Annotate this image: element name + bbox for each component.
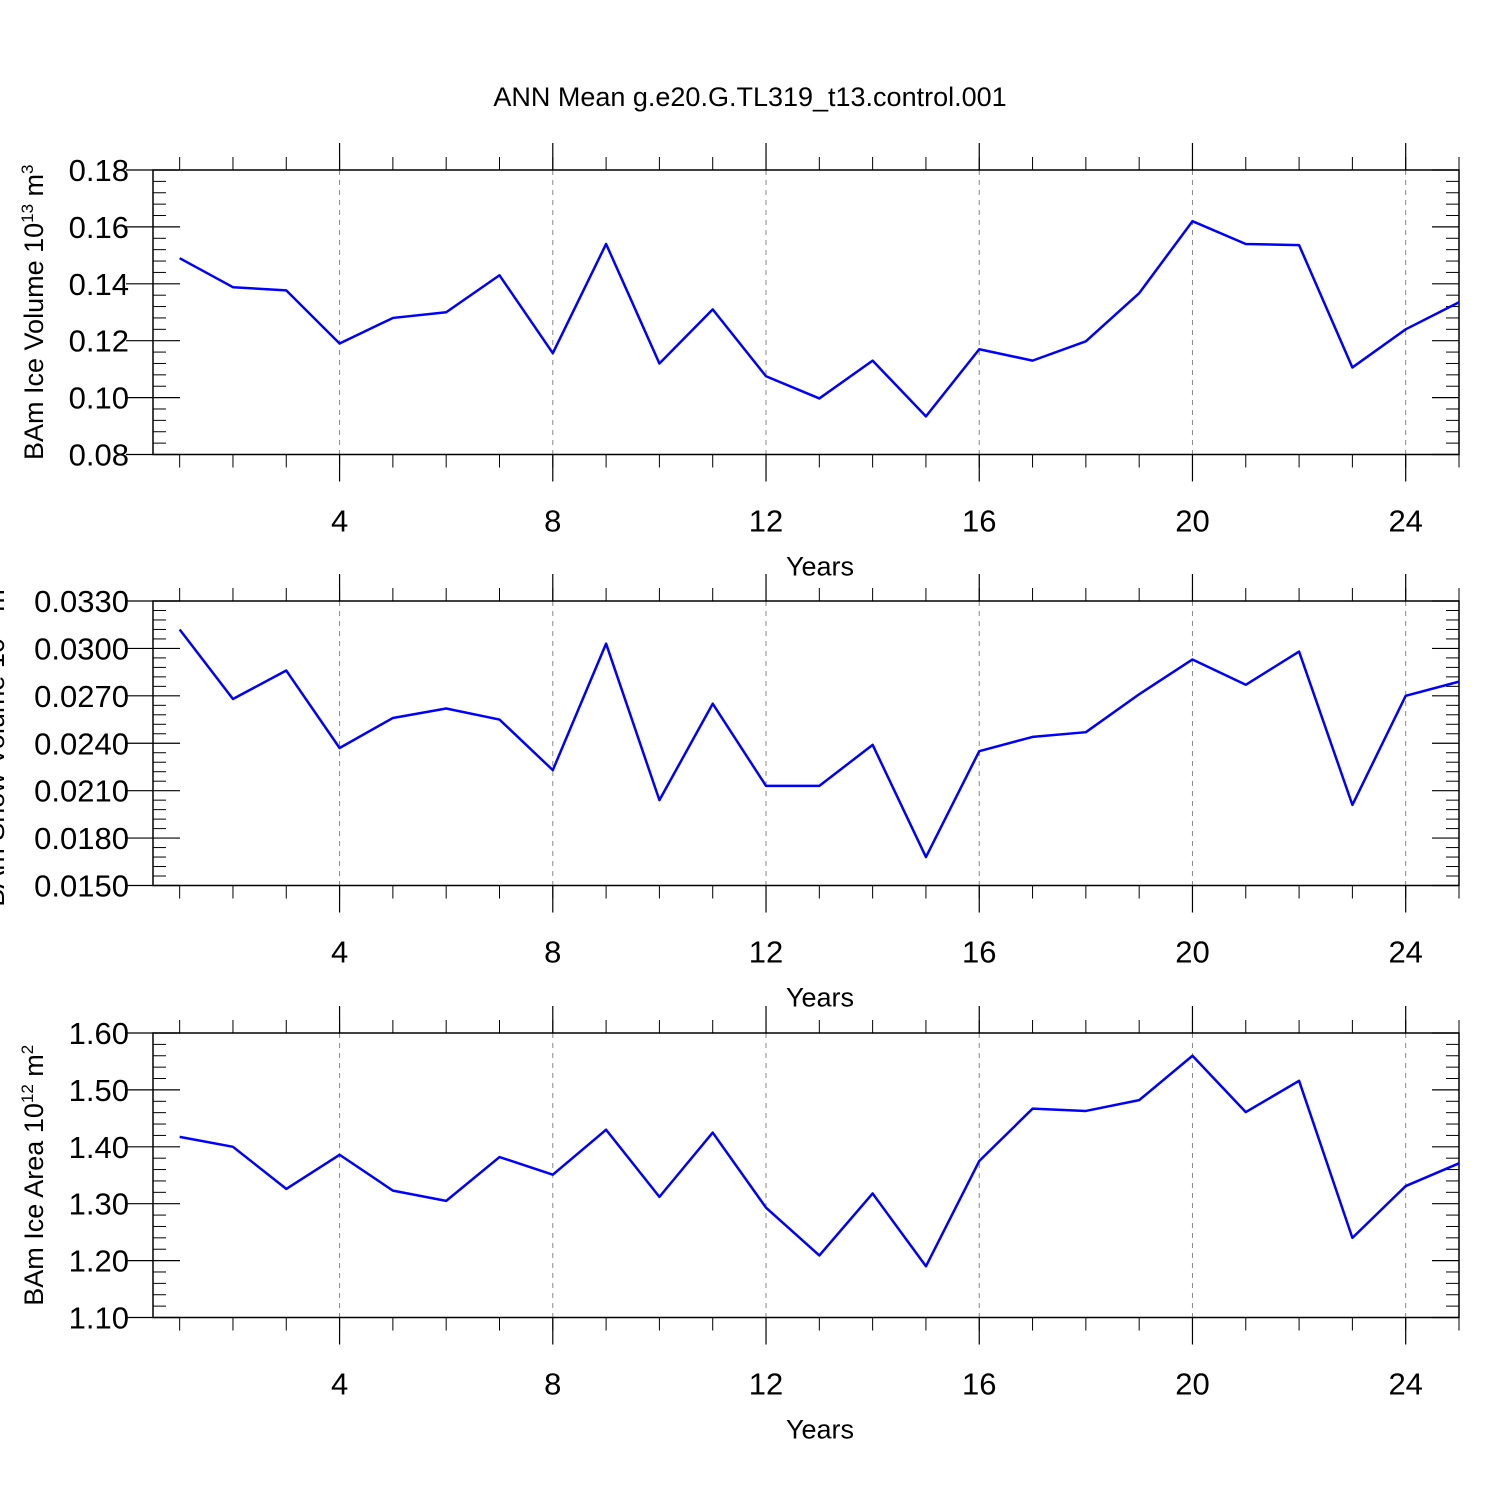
x-tick-label: 20 xyxy=(1175,504,1209,539)
x-tick-label: 8 xyxy=(544,504,561,539)
y-tick-label: 1.60 xyxy=(69,1016,129,1051)
chart-title: ANN Mean g.e20.G.TL319_t13.control.001 xyxy=(493,82,1006,112)
x-tick-label: 8 xyxy=(544,1367,561,1402)
y-tick-label: 0.0180 xyxy=(34,821,129,856)
y-label-text: BAm Ice Area 10 xyxy=(19,1103,49,1306)
x-tick-label: 24 xyxy=(1388,504,1422,539)
data-line xyxy=(179,219,1460,418)
y-tick-label: 0.12 xyxy=(69,324,129,359)
y-axis-label: BAm Ice Volume 1013 m3 xyxy=(18,164,49,460)
y-tick-label: 0.0240 xyxy=(34,726,129,761)
data-line xyxy=(178,628,1460,859)
x-tick-label: 24 xyxy=(1388,935,1422,970)
y-tick-label: 0.0300 xyxy=(34,631,129,666)
panel: ANN Mean g.e20.G.TL319_t13.control.001 4 8… xyxy=(18,82,1460,582)
plot-frame xyxy=(152,1032,1460,1319)
x-axis-label: Years xyxy=(786,1415,854,1445)
x-axis-label: Years xyxy=(786,983,854,1013)
x-tick-label: 12 xyxy=(749,935,783,970)
x-tick-label: 12 xyxy=(749,1367,783,1402)
y-tick-label: 1.40 xyxy=(69,1130,129,1165)
y-label-unit: m xyxy=(19,174,49,204)
y-axis-label: BAm Ice Area 1012 m2 xyxy=(18,1045,49,1306)
panel: 4 8 12 16 20 24 1.10 1.20 1.30 1.40 1.50 1.60 Years B… xyxy=(18,1006,1460,1445)
y-tick-label: 1.50 xyxy=(69,1073,129,1108)
y-tick-label: 0.0210 xyxy=(34,774,129,809)
x-tick-label: 20 xyxy=(1175,1367,1209,1402)
y-tick-label: 1.30 xyxy=(69,1187,129,1222)
x-tick-label: 24 xyxy=(1388,1367,1422,1402)
y-label-text: BAm Ice Volume 10 xyxy=(19,223,49,460)
y-tick-label: 0.14 xyxy=(69,267,129,302)
y-tick-label: 0.0270 xyxy=(34,679,129,714)
y-tick-label: 0.10 xyxy=(69,381,129,416)
y-tick-label: 0.0150 xyxy=(34,869,129,904)
data-line xyxy=(179,1054,1460,1268)
plot-frame xyxy=(152,169,1460,456)
x-tick-label: 4 xyxy=(331,935,348,970)
y-label-unit-exponent: 2 xyxy=(18,1045,37,1054)
y-tick-label: 0.16 xyxy=(69,210,129,245)
y-label-unit-exponent: 3 xyxy=(18,164,37,173)
y-tick-label: 1.20 xyxy=(69,1244,129,1279)
y-tick-label: 0.08 xyxy=(69,438,129,473)
panel: 4 8 12 16 20 24 0.0150 0.0180 0.0210 0.0240 0.0270… xyxy=(0,574,1460,1013)
x-tick-label: 12 xyxy=(749,504,783,539)
y-tick-label: 1.10 xyxy=(69,1301,129,1336)
x-tick-label: 8 xyxy=(544,935,561,970)
x-tick-label: 16 xyxy=(962,1367,996,1402)
y-tick-label: 0.0330 xyxy=(34,584,129,619)
y-label-text: BAm Snow Volume 10 xyxy=(0,638,10,907)
y-label-exponent: 13 xyxy=(18,204,37,223)
y-axis-label: BAm Snow Volume 1012 m3 xyxy=(0,580,10,907)
y-label-unit: m xyxy=(19,1054,49,1084)
y-label-unit: m xyxy=(0,589,10,619)
x-tick-label: 20 xyxy=(1175,935,1209,970)
x-tick-label: 4 xyxy=(331,1367,348,1402)
x-tick-label: 4 xyxy=(331,504,348,539)
y-label-exponent: 12 xyxy=(18,1084,37,1103)
x-tick-label: 16 xyxy=(962,504,996,539)
x-tick-label: 16 xyxy=(962,935,996,970)
y-tick-label: 0.18 xyxy=(69,153,129,188)
plot-frame xyxy=(152,600,1460,887)
x-axis-label: Years xyxy=(786,552,854,582)
